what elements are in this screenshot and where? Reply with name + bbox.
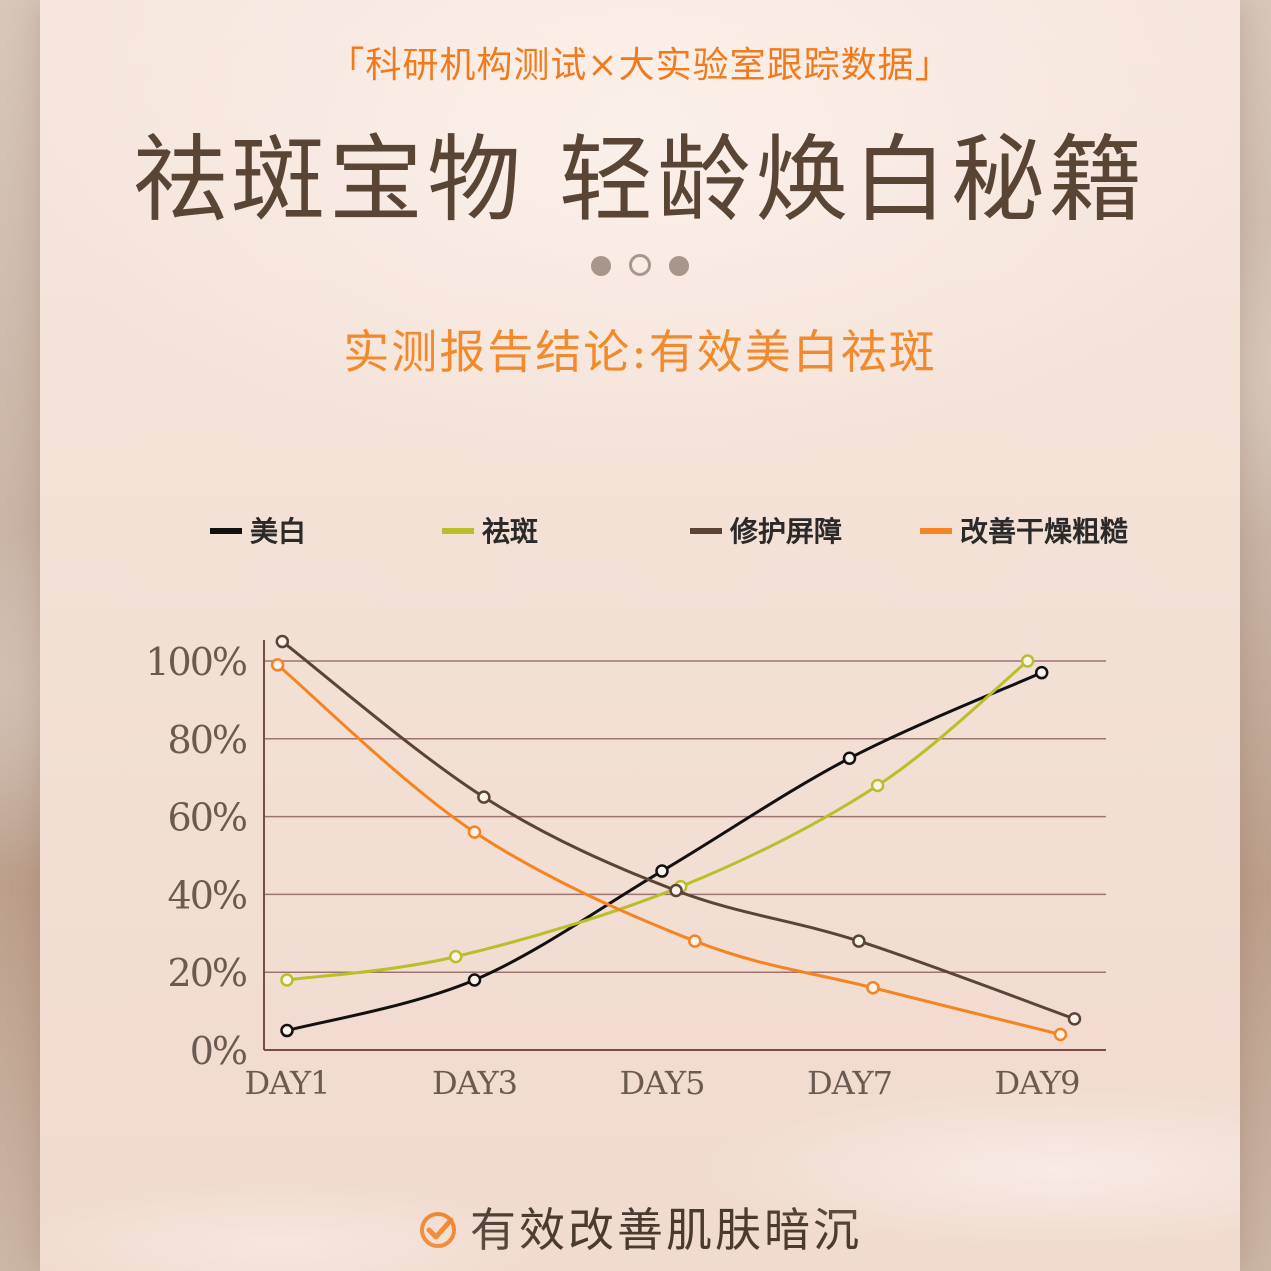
- data-point-3-3: [669, 883, 683, 898]
- x-tick-label: DAY7: [807, 1064, 892, 1102]
- x-tick-label: DAY3: [432, 1064, 517, 1102]
- series-line-2: [286, 659, 1029, 982]
- legend-swatch-2: [442, 528, 474, 534]
- data-point-4-5: [1053, 1027, 1068, 1042]
- data-point-2-5: [1020, 654, 1035, 668]
- data-point-3-5: [1067, 1012, 1082, 1026]
- series-line-4: [276, 663, 1061, 1036]
- data-point-4-1: [270, 658, 285, 672]
- legend-swatch-4: [920, 528, 952, 534]
- legend-label-3: 修护屏障: [729, 515, 842, 548]
- data-point-3-1: [275, 634, 290, 649]
- y-tick-label: 0%: [190, 1029, 247, 1073]
- poster-card: 「科研机构测试×大实验室跟踪数据」 祛斑宝物 轻龄焕白秘籍 实测报告结论:有效美…: [40, 0, 1240, 1271]
- data-point-2-2: [449, 949, 463, 964]
- data-point-3-4: [852, 934, 866, 948]
- data-point-3-2: [477, 790, 491, 804]
- pager-dot-2-active[interactable]: [629, 254, 651, 276]
- legend-label-4: 改善干燥粗糙: [960, 515, 1128, 548]
- series-line-1: [286, 671, 1043, 1032]
- legend-swatch-3: [690, 528, 722, 534]
- report-conclusion: 实测报告结论:有效美白祛斑: [343, 325, 937, 379]
- data-point-4-2: [467, 825, 482, 839]
- legend-swatch-1: [210, 528, 242, 534]
- data-point-1-1: [280, 1023, 294, 1038]
- carousel-pager: [40, 254, 1240, 280]
- data-point-1-5: [1034, 665, 1049, 680]
- data-point-2-4: [870, 778, 885, 793]
- y-tick-label: 100%: [145, 640, 247, 684]
- x-tick-label: DAY1: [245, 1064, 330, 1102]
- data-point-2-1: [280, 973, 294, 987]
- data-point-1-3: [655, 864, 669, 878]
- subtitle: 「科研机构测试×大实验室跟踪数据」: [328, 45, 952, 86]
- line-chart: 美白 祛斑 修护屏障 改善干燥粗糙 0% 20% 40% 60% 80% 100% DAY1 DAY3…: [145, 515, 1128, 1102]
- series-line-3: [281, 640, 1076, 1021]
- x-tick-label: DAY5: [620, 1064, 705, 1102]
- footer-text: 有效改善肌肤暗沉: [470, 1203, 862, 1257]
- y-tick-label: 80%: [168, 718, 247, 762]
- data-point-4-4: [866, 981, 880, 995]
- pager-dot-1[interactable]: [591, 256, 611, 276]
- y-tick-label: 40%: [168, 873, 247, 917]
- data-point-1-4: [842, 751, 857, 765]
- y-tick-label: 60%: [168, 796, 247, 840]
- footer-claim: 有效改善肌肤暗沉: [40, 1194, 1240, 1261]
- data-point-4-3: [688, 934, 702, 948]
- page-title: 祛斑宝物 轻龄焕白秘籍: [133, 126, 1147, 235]
- pager-dot-3[interactable]: [669, 256, 689, 276]
- x-tick-label: DAY9: [995, 1064, 1080, 1102]
- legend-label-2: 祛斑: [482, 515, 538, 548]
- y-tick-label: 20%: [168, 951, 247, 995]
- data-point-1-2: [467, 973, 482, 987]
- check-circle-icon: [418, 1207, 458, 1261]
- legend-label-1: 美白: [250, 515, 306, 548]
